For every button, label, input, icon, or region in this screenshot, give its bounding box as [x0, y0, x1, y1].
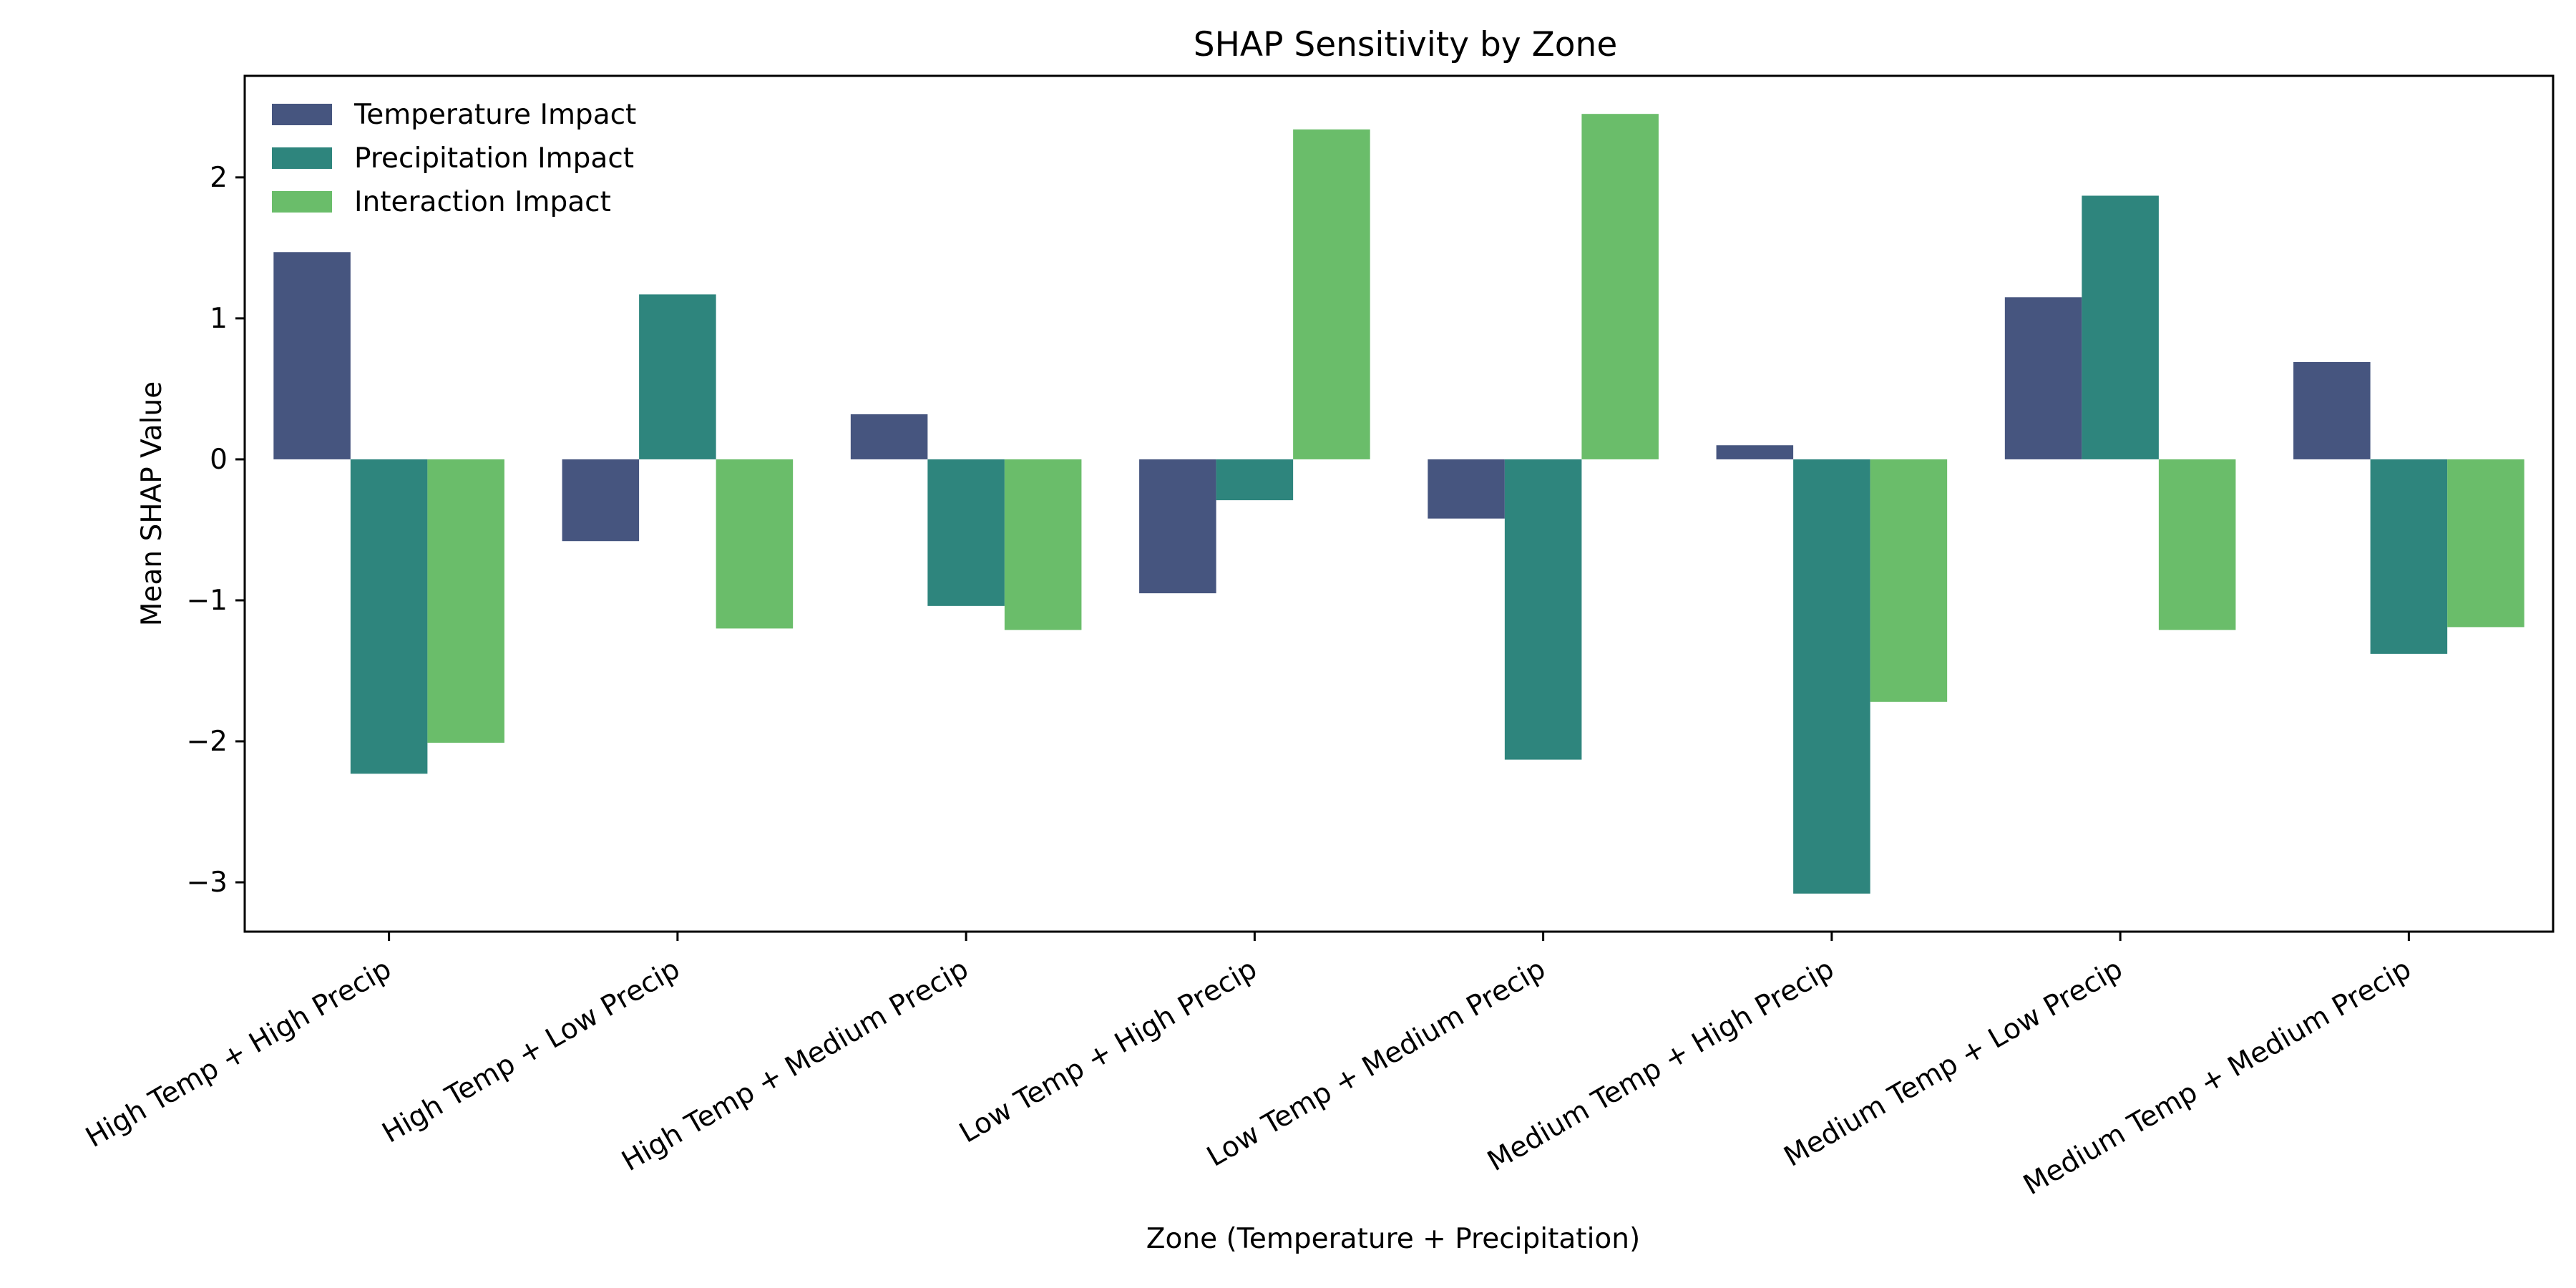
bar-1-5 — [1428, 459, 1505, 519]
bar-3-2 — [716, 459, 794, 629]
bar-3-8 — [2447, 459, 2524, 628]
bar-3-1 — [427, 459, 504, 743]
bar-1-1 — [273, 252, 351, 459]
legend-swatch — [272, 104, 332, 125]
x-tick-label: Low Temp + High Precip — [954, 953, 1262, 1150]
legend-swatch — [272, 191, 332, 213]
legend-label: Interaction Impact — [354, 186, 611, 218]
y-tick-label: 1 — [210, 303, 228, 335]
y-tick-label: −2 — [187, 726, 228, 758]
bar-2-2 — [639, 294, 716, 459]
bar-2-6 — [1793, 459, 1870, 894]
bar-2-4 — [1216, 459, 1294, 501]
bar-2-1 — [350, 459, 428, 774]
x-axis-label: Zone (Temperature + Precipitation) — [1146, 1223, 1640, 1255]
bar-3-3 — [1004, 459, 1082, 630]
bar-3-4 — [1293, 129, 1370, 459]
bar-1-4 — [1139, 459, 1216, 594]
y-tick-label: −1 — [187, 585, 228, 617]
legend: Temperature Impact Precipitation Impact In… — [272, 99, 636, 218]
legend-label: Temperature Impact — [353, 99, 636, 131]
bar-2-5 — [1504, 459, 1582, 760]
y-tick-label: −3 — [187, 867, 228, 899]
bar-2-3 — [927, 459, 1005, 606]
bar-2-8 — [2370, 459, 2448, 654]
legend-label: Precipitation Impact — [354, 142, 634, 175]
bar-3-6 — [1870, 459, 1948, 702]
bar-2-7 — [2082, 195, 2159, 459]
bar-3-5 — [1581, 114, 1659, 459]
plot-area-frame — [243, 74, 2555, 933]
bar-1-3 — [850, 414, 928, 459]
bars-layer — [273, 114, 2524, 894]
y-axis: −3 −2 −1 0 1 2 — [187, 162, 245, 899]
chart-title: SHAP Sensitivity by Zone — [1194, 25, 1617, 64]
bar-1-8 — [2293, 361, 2371, 459]
x-tick-label: High Temp + High Precip — [81, 953, 397, 1154]
y-tick-label: 2 — [210, 162, 228, 194]
bar-3-7 — [2158, 459, 2236, 630]
y-axis-label: Mean SHAP Value — [136, 381, 168, 626]
x-tick-label: High Temp + Low Precip — [377, 953, 686, 1150]
bar-1-2 — [562, 459, 640, 542]
bar-1-6 — [1716, 445, 1794, 459]
bar-1-7 — [2004, 297, 2082, 459]
y-tick-label: 0 — [210, 444, 228, 476]
legend-swatch — [272, 147, 332, 169]
